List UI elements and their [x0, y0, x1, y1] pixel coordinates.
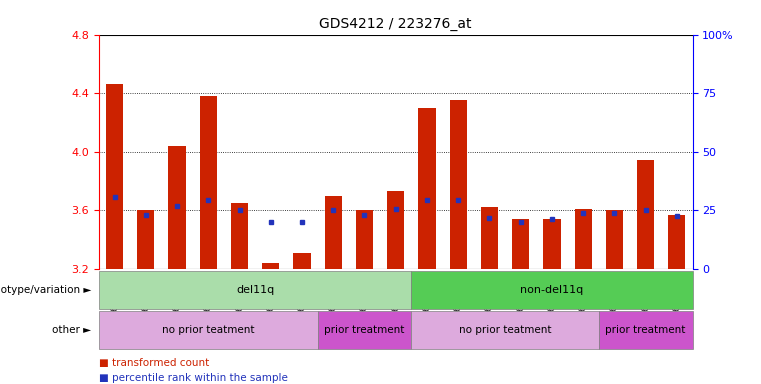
Text: prior treatment: prior treatment — [324, 325, 405, 335]
Bar — [412, 271, 693, 309]
Bar — [543, 219, 561, 269]
Text: other ►: other ► — [53, 325, 91, 335]
Bar — [99, 271, 412, 309]
Text: ■ transformed count: ■ transformed count — [99, 358, 209, 368]
Text: no prior teatment: no prior teatment — [162, 325, 254, 335]
Bar — [606, 210, 623, 269]
Text: prior treatment: prior treatment — [606, 325, 686, 335]
Bar — [262, 263, 279, 269]
Bar — [231, 203, 248, 269]
Bar — [137, 210, 154, 269]
Bar — [199, 96, 217, 269]
Bar — [419, 108, 435, 269]
Text: non-del11q: non-del11q — [521, 285, 584, 295]
Text: no prior teatment: no prior teatment — [459, 325, 551, 335]
Bar — [168, 146, 186, 269]
Bar — [575, 209, 592, 269]
Text: del11q: del11q — [236, 285, 274, 295]
Bar — [599, 311, 693, 349]
Bar — [99, 311, 317, 349]
Text: genotype/variation ►: genotype/variation ► — [0, 285, 91, 295]
Bar — [106, 84, 123, 269]
Bar — [412, 311, 599, 349]
Bar — [317, 311, 412, 349]
Bar — [450, 101, 466, 269]
Text: ■ percentile rank within the sample: ■ percentile rank within the sample — [99, 373, 288, 383]
Bar — [387, 191, 404, 269]
Title: GDS4212 / 223276_at: GDS4212 / 223276_at — [320, 17, 472, 31]
Bar — [325, 195, 342, 269]
Bar — [668, 215, 686, 269]
Bar — [512, 219, 530, 269]
Bar — [481, 207, 498, 269]
Bar — [637, 161, 654, 269]
Bar — [356, 210, 373, 269]
Bar — [294, 253, 310, 269]
